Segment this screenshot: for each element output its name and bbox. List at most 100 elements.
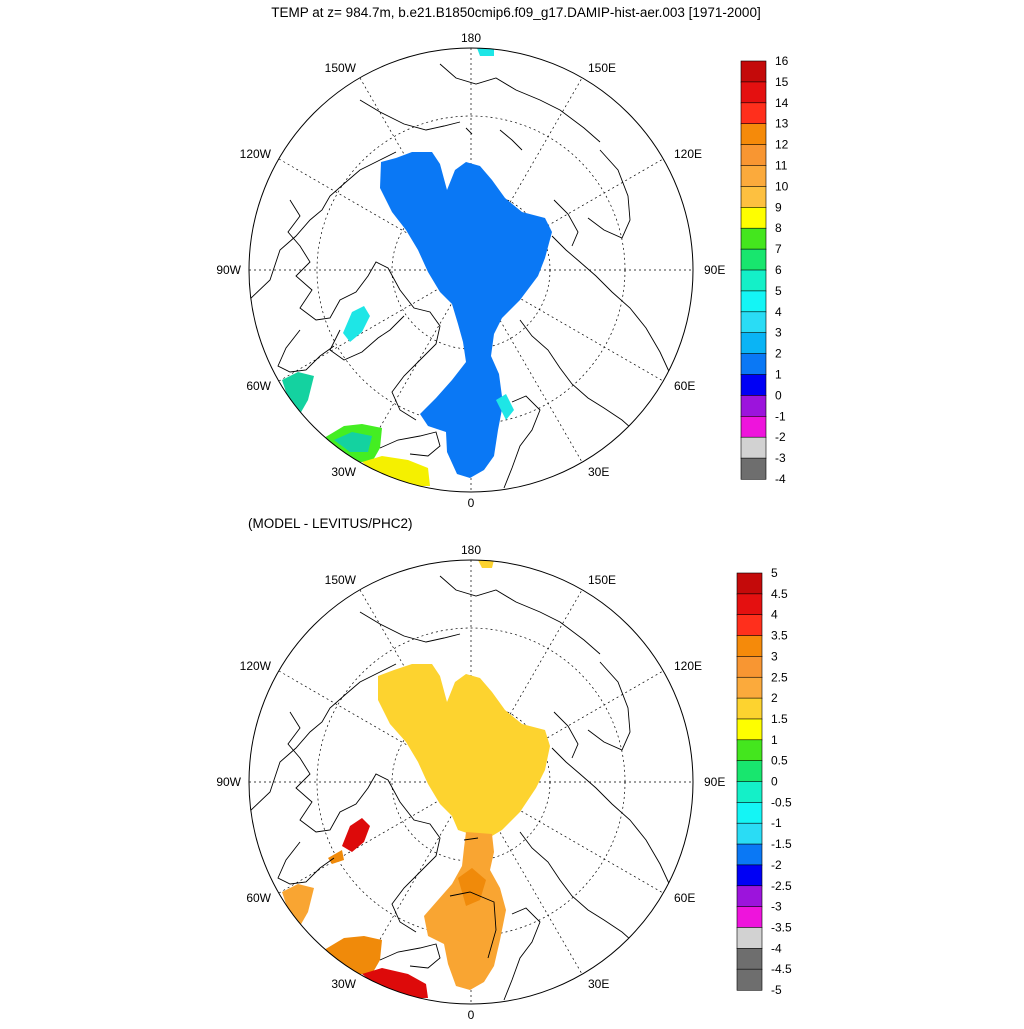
bottom-colorbar-swatch — [736, 843, 763, 866]
bottom-colorbar-swatch — [736, 739, 763, 762]
bottom-colorbar-swatch — [736, 822, 763, 845]
top-colorbar-tick-label: -4 — [775, 472, 786, 486]
top-colorbar-swatch — [740, 227, 767, 250]
bottom-baffin-orange-field — [328, 850, 344, 864]
bottom-lon-0: 0 — [468, 1008, 475, 1022]
bottom-colorbar-tick-label: -3.5 — [771, 920, 792, 934]
bottom-atlantic-orange-field — [424, 832, 506, 990]
top-colorbar-tick-label: 12 — [775, 138, 789, 152]
top-colorbar-swatch — [740, 269, 767, 292]
top-colorbar-swatch — [740, 374, 767, 397]
top-lon-0: 0 — [468, 496, 475, 510]
bottom-colorbar-swatch — [736, 927, 763, 949]
top-map-border — [248, 47, 694, 493]
bottom-colorbar-tick-label: 2 — [771, 691, 778, 705]
top-colorbar-tick-label: -2 — [775, 430, 786, 444]
top-colorbar-swatch — [740, 102, 767, 125]
bottom-lon-30w: 30W — [331, 977, 356, 991]
bottom-colorbar-swatch — [736, 572, 763, 595]
top-lon-60w: 60W — [246, 379, 271, 393]
bottom-lon-60w: 60W — [246, 891, 271, 905]
bottom-colorbar-tick-label: -1 — [771, 816, 782, 830]
bottom-colorbar-swatch — [736, 906, 763, 929]
top-colorbar-swatch — [740, 60, 767, 83]
bottom-irminger-orange-field — [324, 936, 382, 974]
top-colorbar-tick-label: 10 — [775, 179, 789, 193]
top-map: 180 0 90W 90E 150W 150E 120W 120E 60W 60… — [216, 31, 725, 510]
top-colorbar-tick-label: 15 — [775, 75, 789, 89]
top-lon-90e: 90E — [704, 263, 725, 277]
top-colorbar-tick-label: 2 — [775, 347, 782, 361]
top-lon-60e: 60E — [674, 379, 695, 393]
bottom-lon-90w: 90W — [216, 775, 241, 789]
top-lon-90w: 90W — [216, 263, 241, 277]
figure-title: TEMP at z= 984.7m, b.e21.B1850cmip6.f09_… — [271, 5, 760, 20]
bottom-map: 180 0 90W 90E 150W 150E 120W 120E 60W 60… — [216, 543, 725, 1022]
bottom-colorbar-tick-label: 3 — [771, 649, 778, 663]
bottom-coastlines — [249, 575, 673, 1001]
bottom-lon-180: 180 — [461, 543, 481, 557]
top-baffin-field — [343, 306, 370, 342]
top-colorbar-tick-label: 0 — [775, 388, 782, 402]
bottom-colorbar-swatch — [736, 614, 763, 637]
bottom-colorbar-tick-label: -3 — [771, 900, 782, 914]
bottom-longitude-labels: 180 0 90W 90E 150W 150E 120W 120E 60W 60… — [216, 543, 725, 1022]
bottom-colorbar-swatch — [736, 656, 763, 678]
bottom-colorbar-swatch — [736, 885, 763, 908]
top-colorbar-swatch — [740, 415, 767, 438]
top-colorbar-swatch — [740, 165, 767, 188]
top-pole-top-field — [477, 48, 494, 56]
bottom-colorbar-tick-label: 5 — [771, 566, 778, 580]
top-colorbar-tick-label: -1 — [775, 409, 786, 423]
bottom-colorbar-tick-label: 2.5 — [771, 670, 788, 684]
top-colorbar-tick-label: 3 — [775, 326, 782, 340]
bottom-colorbar-swatch — [736, 802, 763, 824]
bottom-lon-150w: 150W — [325, 573, 357, 587]
bottom-colorbar-tick-label: -1.5 — [771, 837, 792, 851]
bottom-colorbar-tick-label: 3.5 — [771, 629, 788, 643]
bottom-colorbar-swatch — [736, 864, 763, 887]
bottom-irminger-red-field — [362, 968, 428, 998]
top-colorbar-tick-label: 13 — [775, 117, 789, 131]
bottom-colorbar-tick-label: 1 — [771, 733, 778, 747]
bottom-lon-90e: 90E — [704, 775, 725, 789]
top-colorbar-swatch — [740, 353, 767, 376]
top-colorbar-tick-label: 6 — [775, 263, 782, 277]
bottom-colorbar-tick-label: 4 — [771, 608, 778, 622]
top-lon-30w: 30W — [331, 465, 356, 479]
top-colorbar-tick-label: 11 — [775, 159, 788, 173]
top-colorbar-tick-label: 4 — [775, 305, 782, 319]
top-colorbar-tick-label: 14 — [775, 96, 789, 110]
top-colorbar-tick-label: 8 — [775, 221, 782, 235]
top-coastlines — [249, 63, 673, 489]
bottom-colorbar-tick-label: -4 — [771, 941, 782, 955]
bottom-baffin-red-field — [342, 818, 370, 852]
top-colorbar-swatch — [740, 248, 767, 271]
top-colorbar-tick-label: 1 — [775, 368, 782, 382]
top-lon-180: 180 — [461, 31, 481, 45]
figure-subtitle: (MODEL - LEVITUS/PHC2) — [248, 516, 413, 531]
top-colorbar-swatch — [740, 311, 767, 334]
bottom-colorbar-tick-label: 0 — [771, 775, 778, 789]
bottom-colorbar-swatch — [736, 635, 763, 657]
bottom-colorbar-tick-label: 0.5 — [771, 754, 788, 768]
top-colorbar-swatch — [740, 144, 767, 167]
bottom-map-border — [248, 559, 694, 1005]
bottom-colorbar-swatch — [736, 593, 763, 616]
top-colorbar-swatch — [740, 436, 767, 459]
bottom-lon-120e: 120E — [674, 659, 702, 673]
top-arctic-blue-field — [380, 152, 552, 478]
top-colorbar-swatch — [740, 332, 767, 355]
top-colorbar-tick-label: 9 — [775, 200, 782, 214]
top-barents-edge-field — [496, 394, 514, 420]
top-lon-120e: 120E — [674, 147, 702, 161]
bottom-colorbar-swatch — [736, 947, 763, 970]
top-colorbar-swatch — [740, 395, 767, 417]
top-labrador-field — [282, 372, 314, 414]
bottom-colorbar: 5 4.5 4 3.5 3 2.5 2 1.5 1 0.5 0 -0.5 -1 -1.5 -2 -2.5 -3 -… — [736, 566, 792, 997]
top-colorbar-swatch — [740, 81, 767, 104]
bottom-arctic-yellow-field — [378, 664, 550, 836]
top-colorbar-swatch — [740, 457, 767, 480]
bottom-lon-120w: 120W — [240, 659, 272, 673]
